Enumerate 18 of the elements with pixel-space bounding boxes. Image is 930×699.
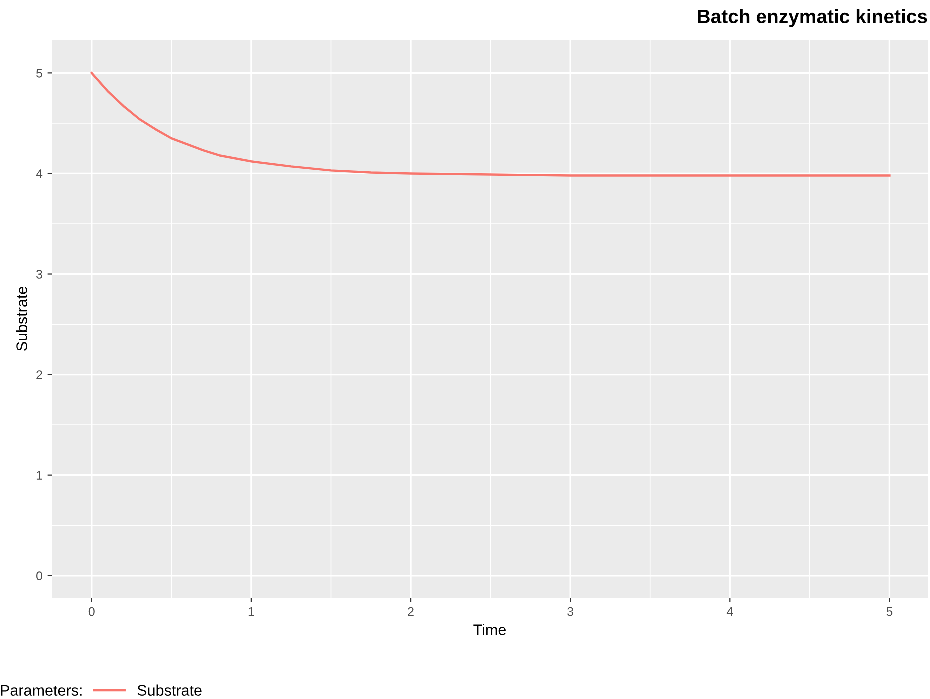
y-tick-label: 3 — [36, 270, 42, 279]
y-tick-label: 1 — [36, 471, 42, 480]
line-series — [90, 72, 891, 177]
chart-title: Batch enzymatic kinetics — [698, 9, 928, 28]
x-tick-label: 4 — [726, 607, 734, 616]
x-tick-label: 5 — [886, 607, 893, 616]
legend-title: Parameters: — [1, 685, 82, 696]
y-tick-label: 2 — [36, 370, 42, 380]
y-tick-label: 0 — [36, 572, 42, 581]
x-tick-label: 0 — [88, 607, 95, 616]
y-tick-label: 5 — [36, 69, 42, 78]
legend-label: Substrate — [138, 684, 202, 696]
x-tick-label: 3 — [568, 607, 574, 616]
y-tick-label: 4 — [36, 170, 43, 178]
x-tick-label: 1 — [248, 607, 254, 616]
x-axis-title: Time — [474, 624, 506, 636]
x-tick-label: 2 — [408, 607, 414, 616]
y-axis-title: Substrate — [16, 286, 28, 351]
